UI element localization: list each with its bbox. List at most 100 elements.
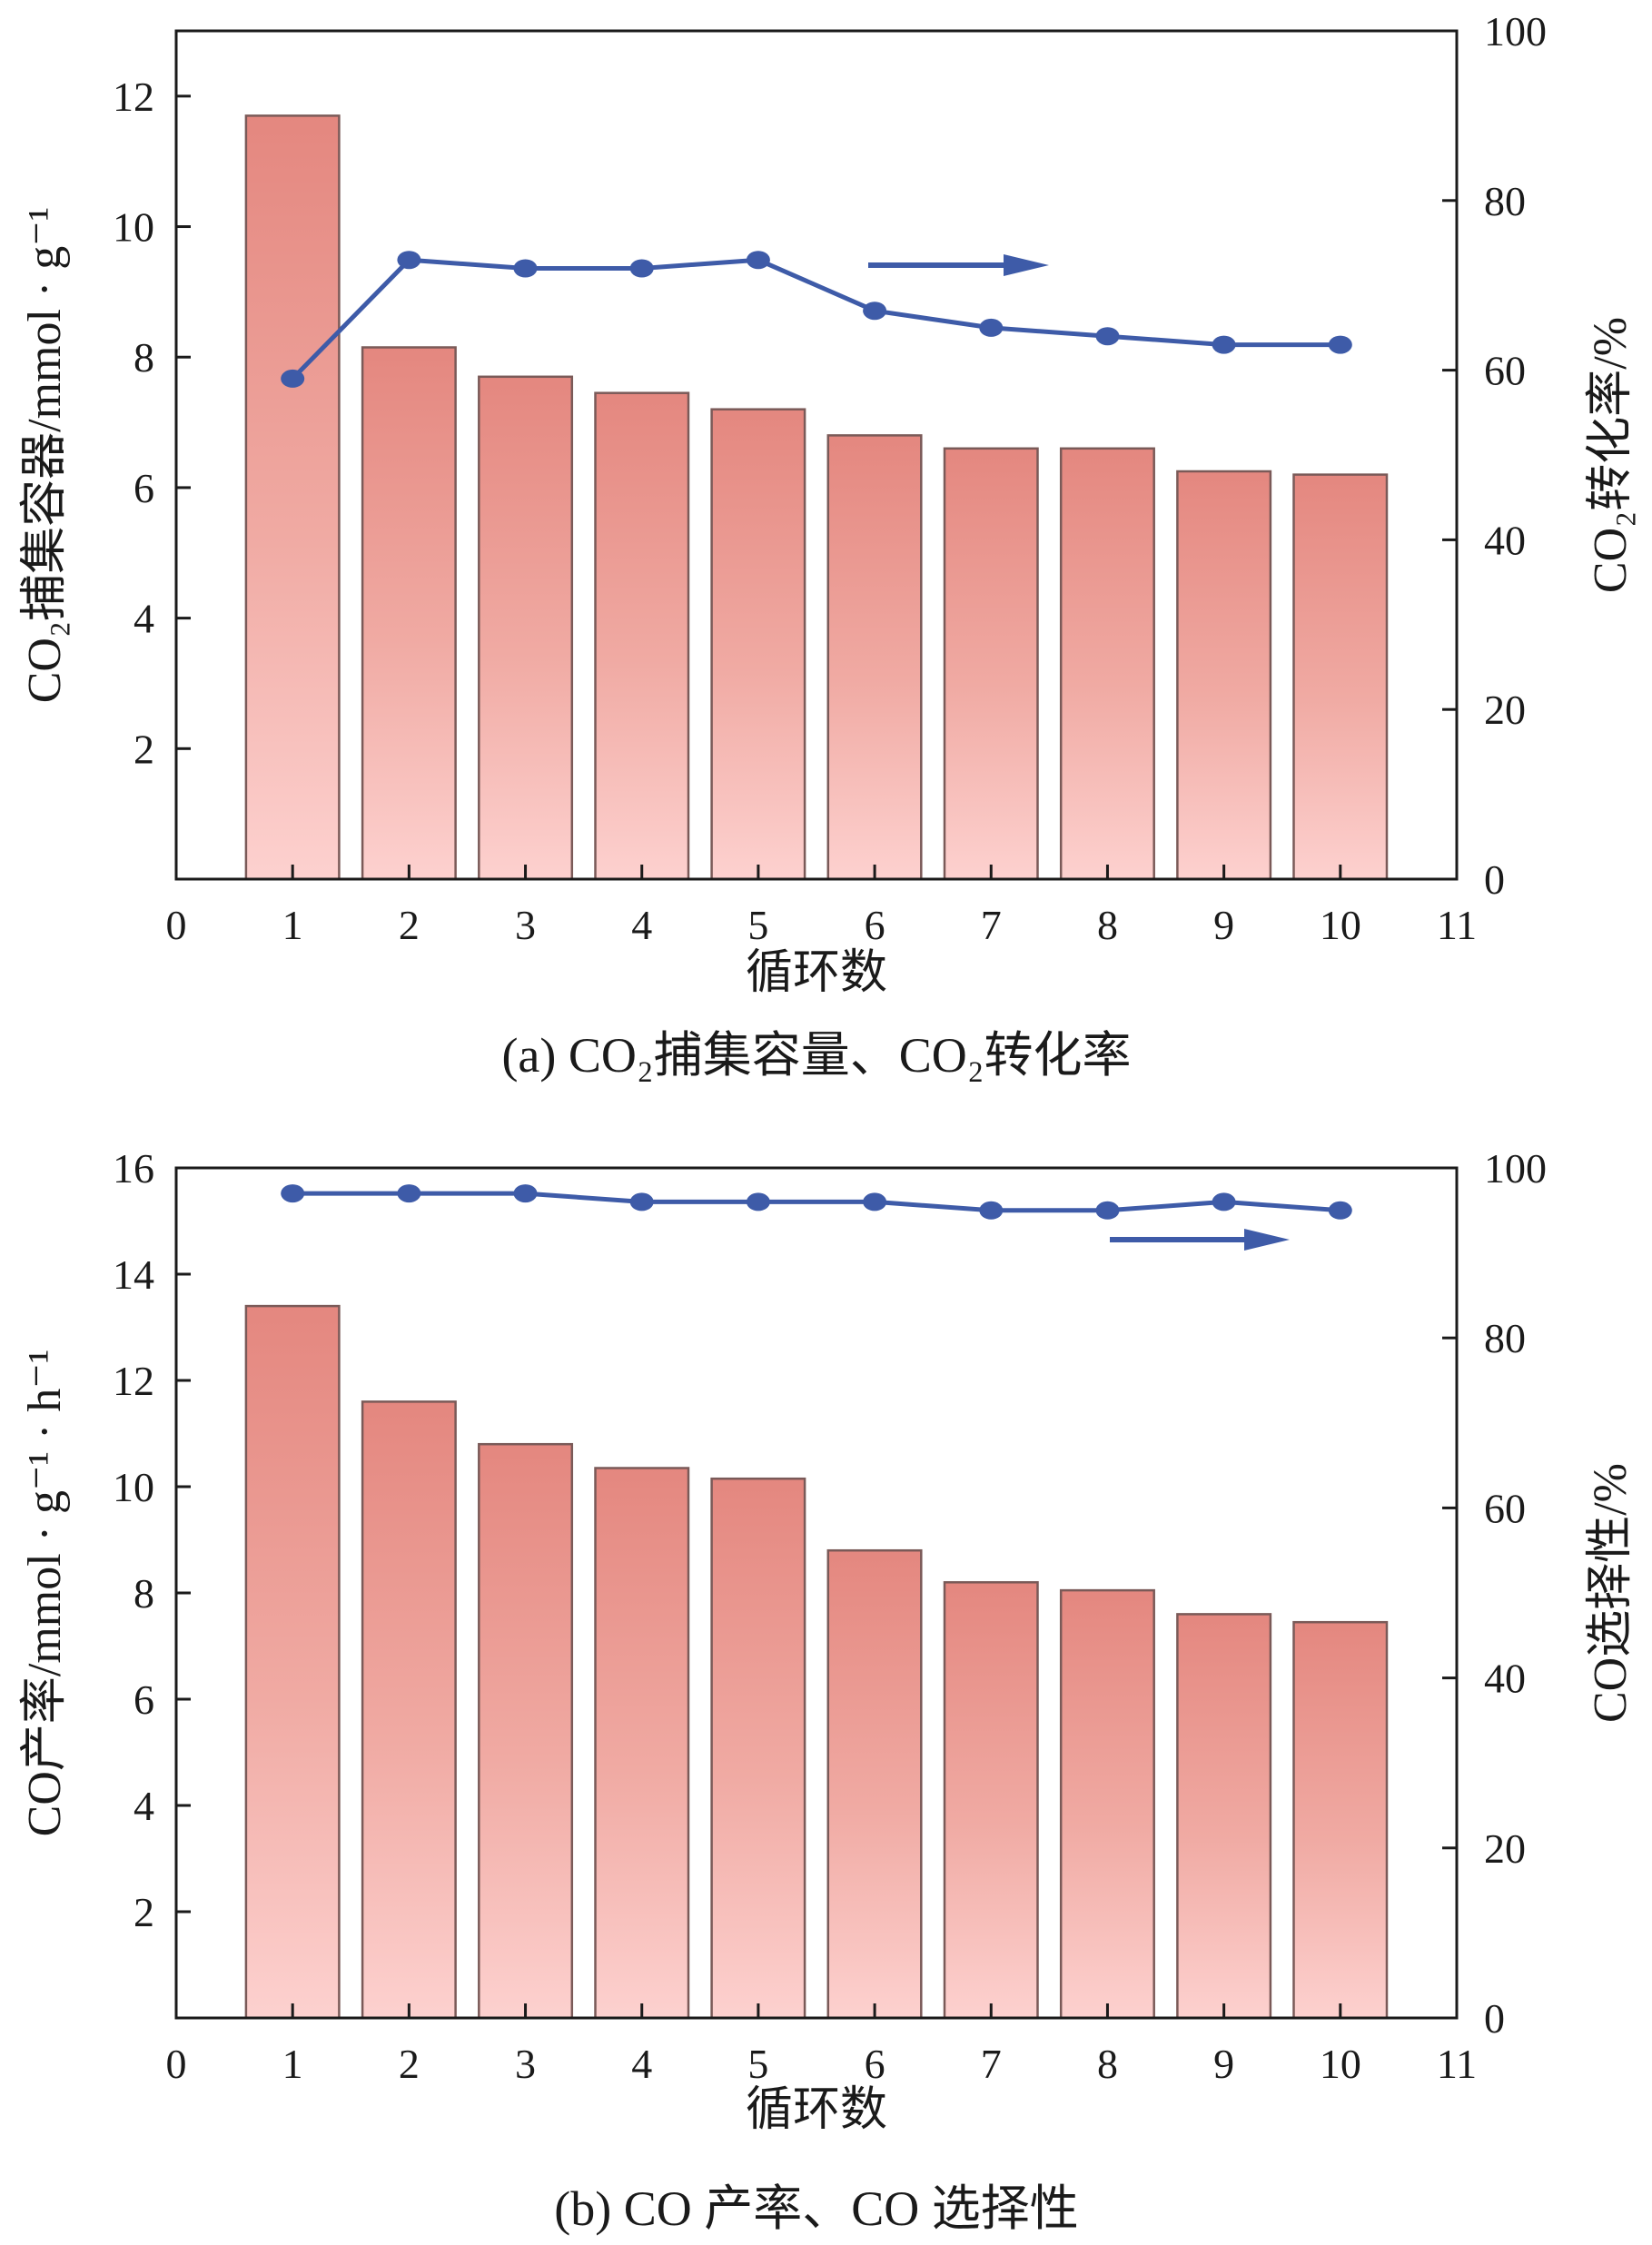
line-point xyxy=(1328,1201,1352,1220)
bar xyxy=(1176,1613,1272,2020)
y-tick-label: 8 xyxy=(134,1570,154,1617)
y-axis-title: CO产率/mmol · g⁻¹ · h⁻¹ xyxy=(19,1350,71,1837)
x-tick-label: 11 xyxy=(1437,2041,1477,2087)
bar xyxy=(244,1304,341,2020)
y2-tick-label: 20 xyxy=(1484,687,1526,733)
bar xyxy=(361,346,457,881)
x-tick-label: 9 xyxy=(1213,902,1234,948)
chart-a: 0 1 2 3 4 5 6 7 8 9 10 1124681012020406080100循环数CO₂… xyxy=(19,8,1637,1083)
y-tick-label: 4 xyxy=(134,1783,154,1829)
bar xyxy=(1059,1588,1155,2020)
line-point xyxy=(979,1201,1004,1220)
bar xyxy=(710,1477,806,2020)
x-tick-label: 8 xyxy=(1097,902,1118,948)
y-tick-label: 6 xyxy=(134,1676,154,1723)
y-tick-label: 12 xyxy=(113,74,154,120)
plot-frame xyxy=(174,29,1459,881)
y-tick-label: 10 xyxy=(113,204,154,251)
x-tick-label: 0 xyxy=(166,2041,187,2087)
bar xyxy=(478,1442,574,2020)
x-axis-title: 循环数 xyxy=(746,2084,887,2136)
y2-tick-label: 60 xyxy=(1484,1485,1526,1531)
x-tick-label: 3 xyxy=(515,2041,536,2087)
y2-tick-label: 60 xyxy=(1484,348,1526,394)
y2-tick-label: 100 xyxy=(1484,8,1547,54)
y-tick-label: 4 xyxy=(134,596,154,642)
y2-tick-label: 40 xyxy=(1484,1656,1526,1702)
x-tick-label: 5 xyxy=(747,902,768,948)
arrow-right-icon xyxy=(1004,254,1049,276)
bar xyxy=(1292,1620,1389,2020)
y-axis-title: CO₂捕集容器/mmol · g⁻¹ xyxy=(19,207,71,704)
bar xyxy=(710,408,806,881)
line-point xyxy=(281,1184,305,1203)
line-point xyxy=(746,251,770,270)
line-point xyxy=(397,251,421,270)
line-point xyxy=(1328,335,1352,354)
series-line xyxy=(291,257,1340,381)
x-tick-label: 4 xyxy=(631,902,652,948)
arrow-right-icon xyxy=(1244,1229,1290,1251)
y-tick-label: 8 xyxy=(134,334,154,381)
line-point xyxy=(1212,1192,1236,1212)
bar xyxy=(244,114,341,881)
line-point xyxy=(513,259,538,278)
y-tick-label: 2 xyxy=(134,726,154,772)
chart-b: 0 1 2 3 4 5 6 7 8 9 10 11246810121416020406080100循环… xyxy=(19,1145,1637,2236)
bar xyxy=(826,434,923,881)
x-tick-label: 7 xyxy=(981,902,1002,948)
y-tick-label: 2 xyxy=(134,1889,154,1935)
x-tick-label: 4 xyxy=(631,2041,652,2087)
y2-tick-label: 100 xyxy=(1484,1145,1547,1192)
line-point xyxy=(863,1192,887,1212)
y2-tick-label: 40 xyxy=(1484,517,1526,563)
bar xyxy=(943,1581,1039,2020)
y2-tick-label: 80 xyxy=(1484,1315,1526,1361)
line-point xyxy=(863,302,887,321)
x-tick-label: 8 xyxy=(1097,2041,1118,2087)
line-point xyxy=(979,318,1004,337)
x-tick-label: 2 xyxy=(399,902,420,948)
line-point xyxy=(1095,1201,1120,1220)
chart-caption: (a) CO₂捕集容量、CO₂转化率 xyxy=(501,1028,1131,1083)
y2-axis-title: CO₂转化率/% xyxy=(1585,317,1637,593)
x-tick-label: 6 xyxy=(865,902,885,948)
x-tick-label: 2 xyxy=(399,2041,420,2087)
bar xyxy=(594,1467,690,2020)
line-point xyxy=(629,1192,654,1212)
series-line xyxy=(292,1191,1340,1213)
x-axis-title: 循环数 xyxy=(746,947,887,999)
y-tick-label: 6 xyxy=(134,465,154,511)
x-tick-label: 11 xyxy=(1437,902,1477,948)
line-point xyxy=(281,369,305,388)
y2-tick-label: 0 xyxy=(1484,856,1505,903)
y-tick-label: 12 xyxy=(113,1358,154,1404)
y2-tick-label: 0 xyxy=(1484,1995,1505,2042)
bar xyxy=(1176,470,1272,881)
x-tick-label: 1 xyxy=(282,902,303,948)
line-point xyxy=(629,259,654,278)
x-tick-label: 5 xyxy=(747,2041,768,2087)
line-point xyxy=(1212,335,1236,354)
y-tick-label: 10 xyxy=(113,1464,154,1510)
x-tick-label: 1 xyxy=(282,2041,303,2087)
x-tick-label: 7 xyxy=(981,2041,1002,2087)
bar xyxy=(594,391,690,881)
line-point xyxy=(1095,327,1120,346)
bar xyxy=(943,447,1039,881)
line-point xyxy=(397,1184,421,1203)
x-tick-label: 10 xyxy=(1320,902,1361,948)
line-point xyxy=(746,1192,770,1212)
y2-tick-label: 20 xyxy=(1484,1825,1526,1872)
chart-caption: (b) CO 产率、CO 选择性 xyxy=(554,2181,1079,2236)
y-tick-label: 14 xyxy=(113,1251,154,1298)
bar xyxy=(826,1548,923,2020)
x-tick-label: 3 xyxy=(515,902,536,948)
y-tick-label: 16 xyxy=(113,1145,154,1192)
x-tick-label: 10 xyxy=(1320,2041,1361,2087)
y2-axis-title: CO选择性/% xyxy=(1585,1463,1637,1723)
x-tick-label: 6 xyxy=(865,2041,885,2087)
bar xyxy=(1059,447,1155,881)
bar xyxy=(1292,473,1389,881)
